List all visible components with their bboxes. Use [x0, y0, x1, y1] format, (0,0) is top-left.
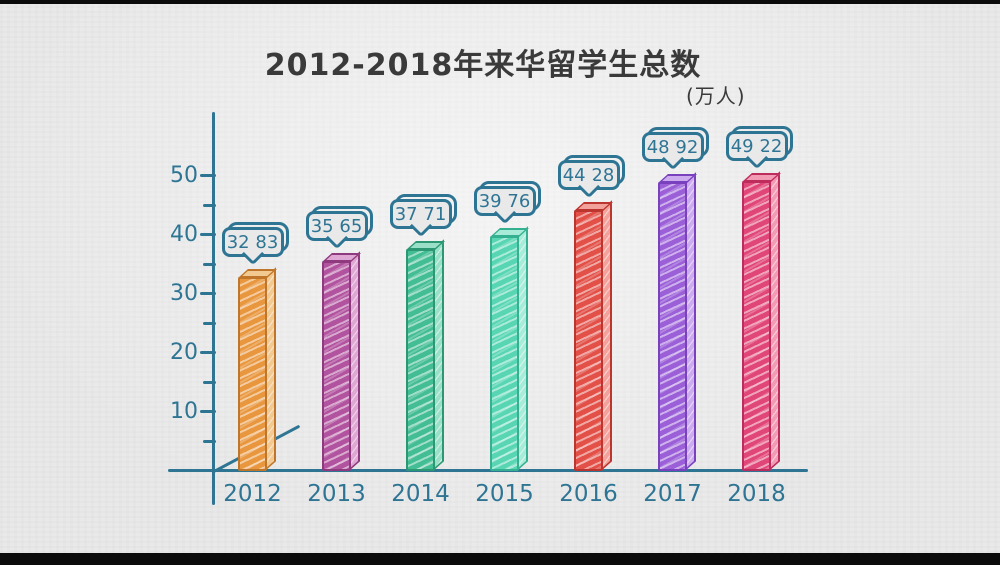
bar-front-face	[574, 210, 603, 471]
y-tick-10	[200, 410, 216, 413]
value-callout-2015: 39.76	[473, 186, 536, 216]
letterbox-bottom	[0, 553, 1000, 565]
y-tick-45	[203, 203, 216, 207]
year-label-2013: 2013	[307, 481, 366, 507]
y-tick-label-30: 30	[170, 281, 198, 306]
y-tick-label-10: 10	[170, 399, 198, 424]
y-tick-40	[200, 233, 216, 236]
y-tick-35	[203, 262, 216, 266]
value-callout-2016: 44.28	[557, 160, 620, 190]
callout-value: 44.28	[557, 160, 620, 190]
y-tick-50	[200, 174, 216, 177]
y-tick-label-40: 40	[170, 222, 198, 247]
y-tick-25	[203, 321, 216, 325]
bar-front-face	[406, 249, 435, 471]
y-tick-15	[203, 380, 216, 384]
year-label-2015: 2015	[475, 481, 534, 507]
y-tick-5	[203, 439, 216, 443]
callout-value: 35.65	[305, 211, 368, 241]
letterbox-top	[0, 0, 1000, 4]
y-tick-label-50: 50	[170, 163, 198, 188]
bar-front-face	[490, 236, 519, 471]
value-callout-2017: 48.92	[641, 132, 704, 162]
bar-group-2017: 48.92 2017	[641, 132, 704, 506]
y-tick-label-20: 20	[170, 340, 198, 365]
x-axis-line	[168, 469, 808, 472]
bar-group-2018: 49.22 2018	[725, 131, 788, 506]
bar-front-face	[742, 181, 771, 471]
unit-label: (万人)	[686, 84, 746, 108]
year-label-2018: 2018	[727, 481, 786, 507]
value-callout-2014: 37.71	[389, 199, 452, 229]
bar-group-2014: 37.71 2014	[389, 199, 452, 506]
bar-group-2016: 44.28 2016	[557, 160, 620, 506]
chart-title: 2012-2018年来华留学生总数	[264, 48, 702, 83]
value-callout-2018: 49.22	[725, 131, 788, 161]
callout-value: 39.76	[473, 186, 536, 216]
y-axis-line	[212, 112, 215, 505]
callout-value: 49.22	[725, 131, 788, 161]
bar-front-face	[238, 277, 267, 471]
year-label-2017: 2017	[643, 481, 702, 507]
year-label-2014: 2014	[391, 481, 450, 507]
y-tick-30	[200, 292, 216, 295]
value-callout-2013: 35.65	[305, 211, 368, 241]
year-label-2012: 2012	[223, 481, 282, 507]
callout-value: 37.71	[389, 199, 452, 229]
year-label-2016: 2016	[559, 481, 618, 507]
y-tick-20	[200, 351, 216, 354]
value-callout-2012: 32.83	[221, 227, 284, 257]
bar-front-face	[658, 182, 687, 471]
callout-value: 32.83	[221, 227, 284, 257]
bar-group-2012: 32.83 2012	[221, 227, 284, 506]
bar-front-face	[322, 261, 351, 471]
bar-group-2013: 35.65 2013	[305, 211, 368, 506]
callout-value: 48.92	[641, 132, 704, 162]
bar-group-2015: 39.76 2015	[473, 186, 536, 506]
